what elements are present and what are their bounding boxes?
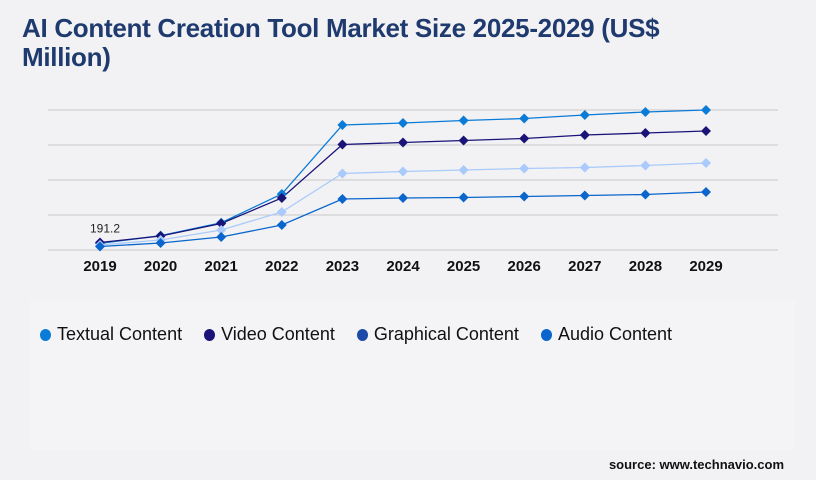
data-point — [519, 133, 530, 144]
data-point — [701, 187, 711, 198]
data-point — [337, 139, 348, 150]
x-tick-label: 2021 — [205, 258, 238, 275]
data-point — [155, 238, 166, 248]
data-point — [458, 164, 469, 175]
data-point — [276, 220, 287, 231]
data-point — [458, 135, 469, 146]
data-point — [701, 157, 711, 168]
legend-marker-icon — [40, 328, 51, 341]
legend-marker-icon — [356, 328, 368, 341]
data-point — [640, 160, 651, 171]
x-tick-label: 2029 — [689, 258, 722, 275]
data-point — [519, 191, 530, 202]
data-point — [398, 137, 408, 148]
x-tick-label: 2020 — [144, 258, 177, 275]
x-tick-label: 2028 — [629, 258, 662, 275]
data-point — [216, 218, 227, 229]
legend-item: Graphical Content — [356, 324, 519, 345]
chart-title: AI Content Creation Tool Market Size 202… — [22, 13, 660, 72]
data-point — [519, 113, 530, 124]
x-tick-label: 2027 — [568, 258, 601, 275]
x-tick-label: 2019 — [83, 258, 116, 275]
series-line — [99, 109, 707, 244]
data-point — [579, 190, 590, 201]
x-tick-label: 2024 — [386, 258, 420, 275]
data-point — [95, 241, 105, 252]
legend-label: Audio Content — [557, 324, 673, 344]
x-tick-label: 2022 — [265, 258, 298, 275]
data-point — [640, 189, 651, 200]
legend: Textual Content Video Content Graphical Co… — [40, 324, 672, 345]
data-point — [579, 162, 590, 173]
data-point — [579, 129, 590, 140]
data-point — [276, 192, 287, 203]
legend-marker-icon — [204, 328, 216, 341]
data-point — [640, 106, 651, 117]
source-text: source: www.technavio.com — [608, 457, 784, 472]
data-point — [458, 115, 469, 126]
data-point — [398, 192, 408, 203]
legend-label: Video Content — [221, 324, 335, 344]
data-point — [398, 117, 408, 128]
legend-item: Audio Content — [540, 324, 673, 345]
data-point — [701, 105, 711, 115]
data-point — [458, 192, 469, 203]
data-point — [579, 110, 590, 121]
legend-item: Video Content — [204, 324, 335, 345]
legend-label: Graphical Content — [373, 324, 519, 344]
data-point — [519, 163, 530, 174]
x-tick-label: 2025 — [447, 258, 480, 275]
data-point — [276, 206, 287, 217]
legend-marker-icon — [540, 328, 552, 341]
data-point — [640, 127, 651, 138]
data-point — [398, 166, 408, 177]
line-chart: 2019 2020 2021 2022 2023 2024 2025 2026 2027 2028… — [48, 105, 778, 275]
data-point — [337, 168, 348, 179]
x-tick-label: 2026 — [508, 258, 541, 275]
data-label: 191.2 — [90, 221, 120, 235]
data-point — [701, 126, 711, 136]
data-point — [216, 232, 227, 243]
data-point — [337, 194, 348, 205]
series-line — [99, 130, 707, 244]
legend-label: Textual Content — [57, 324, 183, 344]
legend-panel — [30, 300, 795, 450]
data-point — [216, 225, 227, 236]
x-tick-label: 2023 — [326, 258, 359, 275]
data-point — [337, 120, 348, 131]
legend-item: Textual Content — [40, 324, 182, 345]
